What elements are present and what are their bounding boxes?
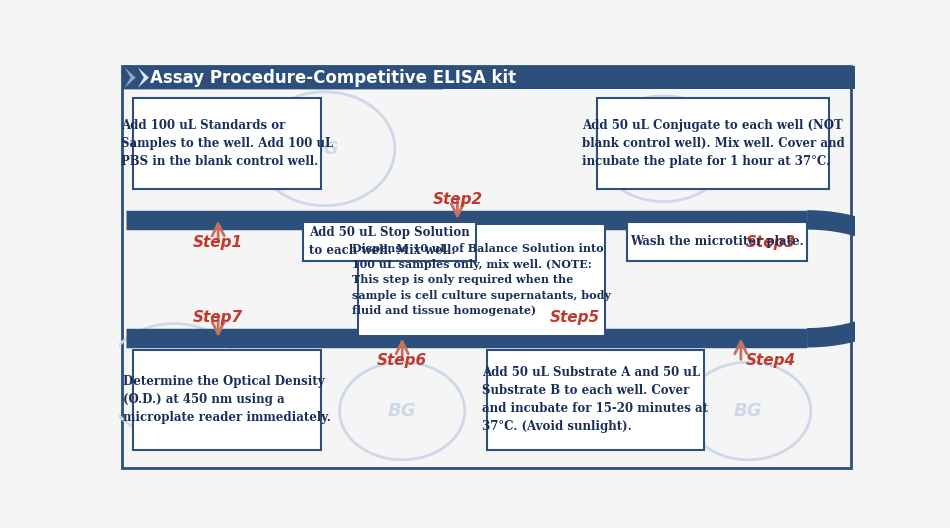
FancyBboxPatch shape xyxy=(123,66,855,89)
Text: BG: BG xyxy=(311,140,339,158)
Text: Step1: Step1 xyxy=(193,235,243,250)
Text: Assay Procedure-Competitive ELISA kit: Assay Procedure-Competitive ELISA kit xyxy=(150,69,516,87)
Text: Step4: Step4 xyxy=(745,353,795,367)
FancyBboxPatch shape xyxy=(133,98,321,190)
Text: Add 50 uL Conjugate to each well (NOT
blank control well). Mix well. Cover and
i: Add 50 uL Conjugate to each well (NOT bl… xyxy=(582,119,845,168)
Polygon shape xyxy=(138,68,149,88)
Text: Step5: Step5 xyxy=(550,310,600,325)
FancyBboxPatch shape xyxy=(627,222,808,260)
FancyBboxPatch shape xyxy=(303,222,476,260)
Text: BG: BG xyxy=(650,140,678,158)
Text: BG: BG xyxy=(160,372,188,390)
Text: Add 50 uL Substrate A and 50 uL
Substrate B to each well. Cover
and incubate for: Add 50 uL Substrate A and 50 uL Substrat… xyxy=(483,366,709,433)
FancyBboxPatch shape xyxy=(358,224,604,336)
Text: Determine the Optical Density
(O.D.) at 450 nm using a
microplate reader immedia: Determine the Optical Density (O.D.) at … xyxy=(124,375,332,425)
Text: Step3: Step3 xyxy=(745,235,795,250)
Text: BG: BG xyxy=(388,402,416,420)
Polygon shape xyxy=(123,66,468,89)
FancyBboxPatch shape xyxy=(598,98,829,190)
FancyBboxPatch shape xyxy=(486,350,704,450)
FancyBboxPatch shape xyxy=(133,350,321,450)
Text: Add 100 uL Standards or
Samples to the well. Add 100 uL
PBS in the blank control: Add 100 uL Standards or Samples to the w… xyxy=(122,119,333,168)
Text: Add 50 uL Stop Solution
to each well. Mix well.: Add 50 uL Stop Solution to each well. Mi… xyxy=(309,226,469,257)
FancyBboxPatch shape xyxy=(123,66,851,468)
Text: Wash the microtiter plate.: Wash the microtiter plate. xyxy=(630,235,804,248)
Text: Step7: Step7 xyxy=(193,310,243,325)
Text: BG: BG xyxy=(734,402,763,420)
Polygon shape xyxy=(124,68,136,88)
Text: Step6: Step6 xyxy=(377,353,428,367)
Text: Step2: Step2 xyxy=(432,192,483,207)
Text: BG: BG xyxy=(469,253,498,271)
Text: Dispense 10 uL of Balance Solution into
100 uL samples only, mix well. (NOTE:
Th: Dispense 10 uL of Balance Solution into … xyxy=(352,243,611,316)
